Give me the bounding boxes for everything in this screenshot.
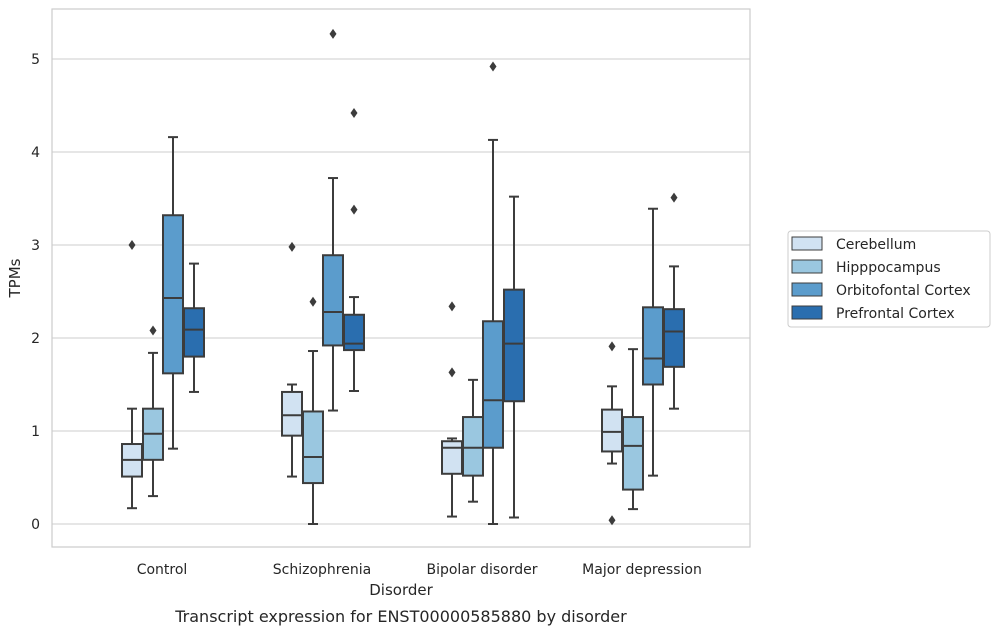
x-tick-label: Schizophrenia [273,562,371,578]
x-tick-label: Control [137,562,188,578]
outlier-point [350,107,358,118]
legend-swatch [791,305,823,320]
outlier-point [608,341,616,352]
legend-label: Hipppocampus [836,260,941,276]
y-axis-ticks: 0 1 2 3 4 5 [31,52,40,533]
y-tick-label: 5 [31,52,40,68]
legend-swatch [791,259,823,274]
box-iqr [441,440,463,475]
box-cerebellum-0 [121,240,143,510]
x-axis-label: Disorder [369,581,433,599]
box-iqr [622,416,644,491]
y-tick-label: 1 [31,424,40,440]
plot-area-frame [51,8,751,548]
chart-caption: Transcript expression for ENST0000058588… [174,607,627,626]
x-axis-ticks: Control Schizophrenia Bipolar disorder Majo… [137,562,702,578]
box-orbitofontal-cortex-0 [162,136,184,450]
box-iqr [462,416,484,477]
outlier-point [448,301,456,312]
box-iqr [183,307,205,358]
outlier-point [128,240,136,250]
y-tick-label: 3 [31,238,40,254]
x-tick-label: Bipolar disorder [426,562,537,578]
outlier-point [448,367,456,378]
box-hipppocampus-2 [462,378,484,503]
box-iqr [302,410,324,485]
legend-label: Orbitofontal Cortex [836,283,971,299]
box-orbitofontal-cortex-1 [322,28,344,412]
outlier-point [608,515,616,526]
box-hipppocampus-0 [142,325,164,498]
box-prefrontal-cortex-2 [503,195,525,519]
box-iqr [642,306,664,386]
legend: Cerebellum Hipppocampus Orbitofontal Corte… [787,230,991,328]
y-tick-label: 4 [31,145,40,161]
box-prefrontal-cortex-0 [183,262,205,393]
box-iqr [281,390,303,437]
box-orbitofontal-cortex-2 [482,61,504,525]
box-iqr [322,254,344,347]
outlier-point [670,192,678,203]
box-prefrontal-cortex-1 [343,107,365,393]
outlier-point [288,241,296,252]
legend-label: Cerebellum [836,237,916,253]
boxes [121,28,685,526]
box-iqr [162,214,184,375]
box-cerebellum-3 [601,341,623,526]
box-iqr [482,320,504,449]
box-iqr [503,288,525,403]
legend-label: Prefrontal Cortex [836,306,955,322]
legend-swatch [791,282,823,297]
outlier-point [309,296,317,307]
legend-swatch [791,236,823,251]
box-hipppocampus-3 [622,348,644,511]
box-iqr [601,408,623,453]
outlier-point [350,204,358,215]
y-axis-label: TPMs [6,258,24,298]
box-prefrontal-cortex-3 [663,192,685,410]
outlier-point [329,28,337,39]
box-iqr [663,308,685,368]
legend-frame [787,230,991,328]
outlier-point [149,325,157,336]
box-cerebellum-2 [441,301,463,518]
outlier-point [489,61,497,72]
x-tick-label: Major depression [582,562,702,578]
y-tick-label: 2 [31,331,40,347]
box-iqr [343,313,365,352]
y-tick-label: 0 [31,517,40,533]
box-hipppocampus-1 [302,296,324,525]
